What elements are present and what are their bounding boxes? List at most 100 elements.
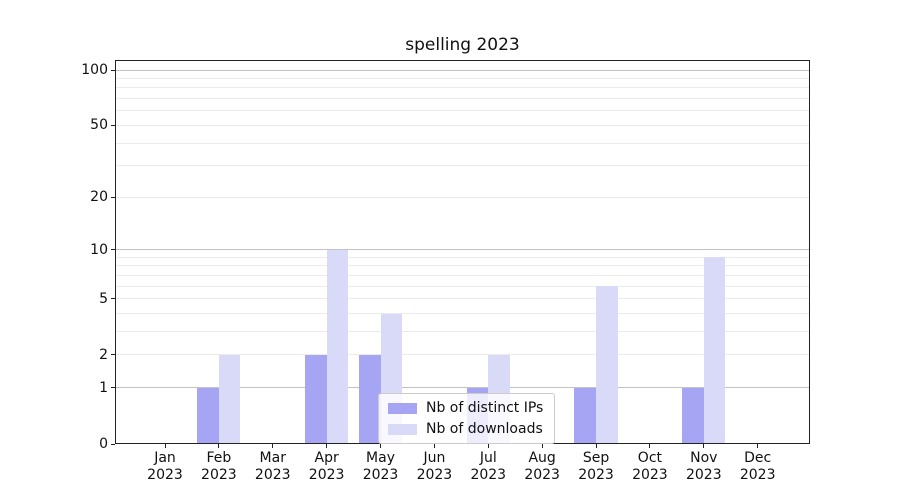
x-tick-label: Sep 2023 bbox=[553, 450, 639, 484]
x-tick-label-line: Jan bbox=[154, 450, 176, 466]
legend-swatch-distinct-ips bbox=[388, 402, 417, 414]
gridline-minor bbox=[115, 285, 810, 287]
y-tick-label: 1 bbox=[99, 379, 108, 396]
y-tick-label: 5 bbox=[99, 290, 108, 307]
gridline-minor bbox=[115, 98, 810, 100]
bar-distinct-ips bbox=[682, 387, 704, 444]
gridline-minor bbox=[115, 110, 810, 112]
x-tick bbox=[164, 444, 166, 448]
y-tick-label: 100 bbox=[81, 62, 108, 78]
bar-distinct-ips bbox=[358, 354, 381, 444]
gridline-minor bbox=[115, 256, 810, 258]
legend-label: Nb of downloads bbox=[426, 421, 543, 437]
y-tick bbox=[111, 443, 115, 445]
x-tick bbox=[326, 444, 328, 448]
x-tick-label-line: Mar bbox=[259, 450, 286, 466]
bar-downloads bbox=[218, 354, 241, 444]
x-tick-label-line: 2023 bbox=[201, 467, 237, 483]
y-tick bbox=[111, 124, 115, 126]
gridline-minor bbox=[115, 265, 810, 267]
x-tick-label: Dec 2023 bbox=[715, 450, 801, 484]
gridline-minor bbox=[115, 87, 810, 89]
x-tick bbox=[487, 444, 489, 448]
gridline-major bbox=[115, 69, 810, 71]
x-tick-label-line: Nov bbox=[690, 450, 718, 466]
bar-distinct-ips bbox=[197, 387, 219, 444]
gridline-minor bbox=[115, 165, 810, 167]
y-tick bbox=[111, 249, 115, 251]
legend-item: Nb of downloads bbox=[388, 421, 543, 437]
x-tick-label-line: 2023 bbox=[739, 467, 776, 483]
x-tick-label: May 2023 bbox=[338, 450, 424, 484]
y-tick bbox=[111, 387, 115, 389]
x-tick-label-line: Apr bbox=[314, 450, 339, 466]
x-tick-label-line: Jun bbox=[423, 450, 446, 466]
x-tick bbox=[649, 444, 651, 448]
x-tick bbox=[703, 444, 705, 448]
x-tick-label-line: Oct bbox=[637, 450, 663, 466]
gridline-minor bbox=[115, 196, 810, 198]
plot-area: 0 1 2 5 10 20 50 100 Jan 2023 Feb 2023 Mar 2023 Apr 202… bbox=[81, 60, 810, 483]
x-tick-label: Nov 2023 bbox=[661, 450, 747, 484]
x-tick-label: Jul 2023 bbox=[445, 450, 531, 484]
gridline-minor bbox=[115, 331, 810, 333]
x-tick-label-line: 2023 bbox=[578, 467, 614, 483]
x-tick-label-line: Sep bbox=[582, 450, 610, 466]
x-tick-label-line: Dec bbox=[744, 450, 772, 466]
x-tick bbox=[541, 444, 543, 448]
x-tick-label: Feb 2023 bbox=[176, 450, 262, 484]
x-tick-label-line: 2023 bbox=[147, 467, 183, 483]
gridline-minor bbox=[115, 124, 810, 126]
x-tick-label-line: Aug bbox=[528, 450, 556, 466]
y-tick-label: 0 bbox=[99, 436, 108, 452]
x-tick bbox=[218, 444, 220, 448]
x-tick bbox=[595, 444, 597, 448]
y-tick bbox=[111, 298, 115, 300]
x-tick-label: Jan 2023 bbox=[122, 450, 208, 484]
bar-downloads bbox=[596, 286, 618, 444]
y-tick-label: 10 bbox=[90, 241, 108, 258]
gridline-minor bbox=[115, 142, 810, 144]
y-tick bbox=[111, 69, 115, 71]
x-tick-label-line: May bbox=[366, 450, 395, 466]
y-tick-label: 50 bbox=[90, 117, 108, 134]
x-tick-label-line: 2023 bbox=[524, 467, 560, 483]
gridline-minor bbox=[115, 274, 810, 276]
x-tick-label-line: Jul bbox=[479, 450, 497, 466]
bar-distinct-ips bbox=[574, 387, 597, 444]
x-tick-label-line: 2023 bbox=[254, 467, 291, 483]
legend-item: Nb of distinct IPs bbox=[388, 400, 543, 416]
x-tick-label: Aug 2023 bbox=[499, 450, 585, 484]
x-tick-label-line: 2023 bbox=[685, 467, 722, 483]
x-tick bbox=[272, 444, 274, 448]
gridline-minor bbox=[115, 298, 810, 300]
bar-distinct-ips bbox=[305, 354, 327, 444]
x-tick bbox=[380, 444, 382, 448]
x-tick-label: Oct 2023 bbox=[607, 450, 693, 484]
x-tick-label: Jun 2023 bbox=[391, 450, 477, 484]
x-tick-label-line: 2023 bbox=[416, 467, 453, 483]
gridline-major bbox=[115, 249, 810, 251]
gridline-major bbox=[115, 387, 810, 389]
legend-label: Nb of distinct IPs bbox=[426, 400, 544, 416]
x-tick bbox=[757, 444, 759, 448]
x-tick bbox=[433, 444, 435, 448]
y-tick-label: 2 bbox=[99, 346, 108, 363]
bar-downloads bbox=[326, 249, 349, 444]
gridline-minor bbox=[115, 313, 810, 315]
legend-swatch-downloads bbox=[388, 423, 417, 435]
x-tick-label-line: 2023 bbox=[362, 467, 399, 483]
gridline-minor bbox=[115, 354, 810, 356]
y-tick-label: 20 bbox=[90, 189, 108, 206]
x-tick-label-line: 2023 bbox=[470, 467, 507, 483]
gridline-minor bbox=[115, 77, 810, 79]
x-tick-label-line: Feb bbox=[206, 450, 232, 466]
chart-title: spelling 2023 bbox=[405, 35, 520, 55]
bar-downloads bbox=[703, 257, 726, 444]
y-tick bbox=[111, 354, 115, 356]
x-tick-label-line: 2023 bbox=[308, 467, 345, 483]
legend: Nb of distinct IPs Nb of downloads bbox=[378, 393, 556, 444]
y-tick bbox=[111, 196, 115, 198]
x-tick-label: Apr 2023 bbox=[284, 450, 370, 484]
